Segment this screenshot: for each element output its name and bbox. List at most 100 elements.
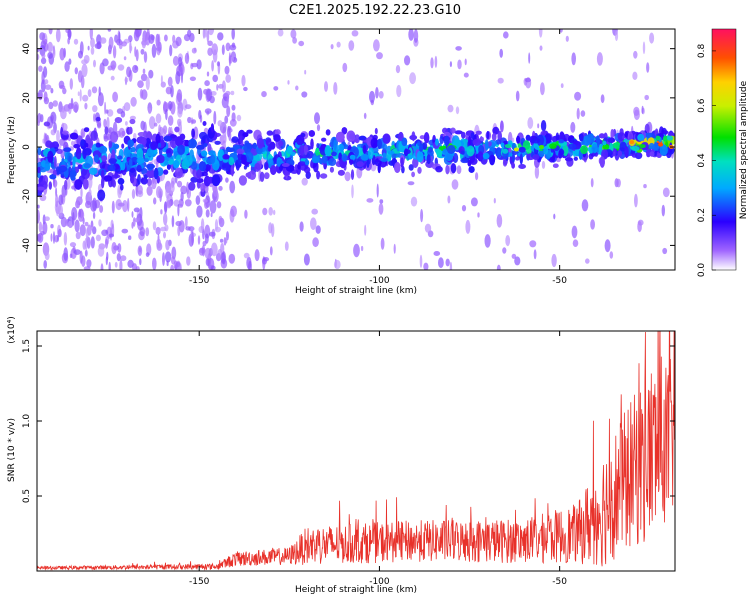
noise-blob: [211, 60, 215, 72]
spectral-blob: [558, 148, 565, 156]
spectral-blob: [214, 140, 221, 145]
noise-blob: [316, 124, 321, 132]
noise-blob: [95, 234, 101, 242]
noise-blob: [191, 119, 197, 124]
spectral-blob: [94, 154, 99, 163]
spectral-blob: [244, 151, 254, 163]
spectral-blob: [239, 135, 243, 144]
noise-blob: [60, 216, 67, 228]
noise-blob: [378, 203, 384, 215]
noise-blob: [200, 218, 205, 232]
spectral-blob: [231, 136, 239, 143]
spectral-blob: [380, 157, 388, 162]
spectral-blob: [144, 157, 149, 163]
spectral-blob: [273, 134, 281, 142]
spectral-blob: [411, 171, 415, 178]
noise-blob: [537, 123, 540, 129]
noise-blob: [175, 36, 182, 47]
spectral-blob: [269, 141, 276, 150]
noise-blob: [290, 29, 297, 39]
spectral-blob: [128, 158, 133, 167]
noise-blob: [62, 87, 67, 95]
spectral-blob: [617, 150, 622, 157]
noise-blob: [373, 39, 380, 52]
spectrogram-panel: -150 -100 -50 -40 -20 0 20 40 Height of straig…: [7, 28, 676, 296]
spectral-blob: [450, 127, 456, 134]
spectral-blob: [489, 154, 495, 166]
spectral-blob: [470, 132, 475, 139]
noise-blob: [447, 195, 451, 204]
noise-blob: [141, 40, 148, 46]
spectral-blob: [419, 135, 426, 140]
noise-blob: [164, 34, 168, 42]
noise-blob: [216, 61, 220, 67]
noise-blob: [565, 35, 569, 42]
noise-blob: [511, 253, 517, 259]
spectral-blob: [313, 161, 319, 173]
noise-blob: [420, 209, 424, 223]
noise-blob: [105, 256, 108, 266]
spectral-blob: [188, 138, 197, 149]
noise-blob: [134, 217, 141, 223]
noise-blob: [85, 228, 89, 240]
noise-blob: [219, 238, 224, 243]
spectral-blob: [426, 154, 431, 165]
noise-blob: [644, 94, 649, 101]
spectral-blob: [177, 144, 186, 155]
noise-blob: [82, 94, 89, 102]
spectral-blob: [367, 147, 374, 160]
spectral-blob: [245, 172, 251, 178]
noise-blob: [395, 65, 401, 74]
spectral-blob: [333, 139, 337, 151]
noise-blob: [156, 41, 162, 56]
noise-blob: [212, 74, 218, 83]
y-tick-label: 1.0: [22, 414, 32, 429]
noise-blob: [477, 212, 480, 218]
spectral-blob: [416, 150, 424, 163]
noise-blob: [148, 107, 152, 115]
noise-blob: [165, 239, 170, 251]
spectral-blob: [568, 135, 575, 144]
noise-blob: [80, 75, 85, 89]
noise-blob: [165, 109, 168, 121]
noise-blob: [60, 108, 67, 120]
spectral-blob: [331, 151, 337, 157]
spectral-blob: [80, 139, 85, 147]
noise-blob: [121, 130, 126, 137]
noise-blob: [108, 261, 111, 270]
noise-blob: [206, 71, 210, 77]
spectral-blob: [155, 133, 161, 146]
noise-blob: [196, 205, 203, 218]
noise-blob: [449, 261, 453, 270]
spectral-blob: [153, 167, 159, 180]
spectral-blob: [190, 176, 199, 183]
spectral-blob: [343, 144, 350, 150]
spectral-blob: [164, 161, 169, 165]
noise-blob: [184, 52, 190, 64]
spectral-blob: [113, 143, 120, 149]
noise-blob: [465, 219, 471, 234]
spectral-blob: [184, 139, 190, 147]
spectral-blob: [69, 170, 77, 178]
noise-blob: [230, 56, 234, 62]
spectral-blob: [662, 135, 669, 142]
noise-blob: [164, 251, 172, 263]
noise-blob: [430, 57, 434, 69]
noise-blob: [39, 32, 46, 41]
spectral-blob: [121, 143, 125, 149]
noise-blob: [37, 234, 42, 242]
noise-blob: [248, 260, 252, 270]
spectrogram-x-label: Height of straight line (km): [295, 286, 417, 296]
spectral-blob: [656, 153, 662, 158]
noise-blob: [301, 177, 308, 186]
spectral-blob: [639, 144, 646, 149]
spectrogram-x-ticks: -150 -100 -50: [189, 29, 567, 286]
noise-blob: [570, 121, 576, 133]
spectral-blob: [235, 159, 242, 169]
noise-blob: [202, 29, 206, 39]
noise-blob: [84, 221, 89, 227]
spectral-blob: [270, 165, 277, 175]
spectral-blob: [97, 189, 106, 201]
noise-blob: [145, 252, 150, 257]
noise-blob: [117, 64, 125, 71]
